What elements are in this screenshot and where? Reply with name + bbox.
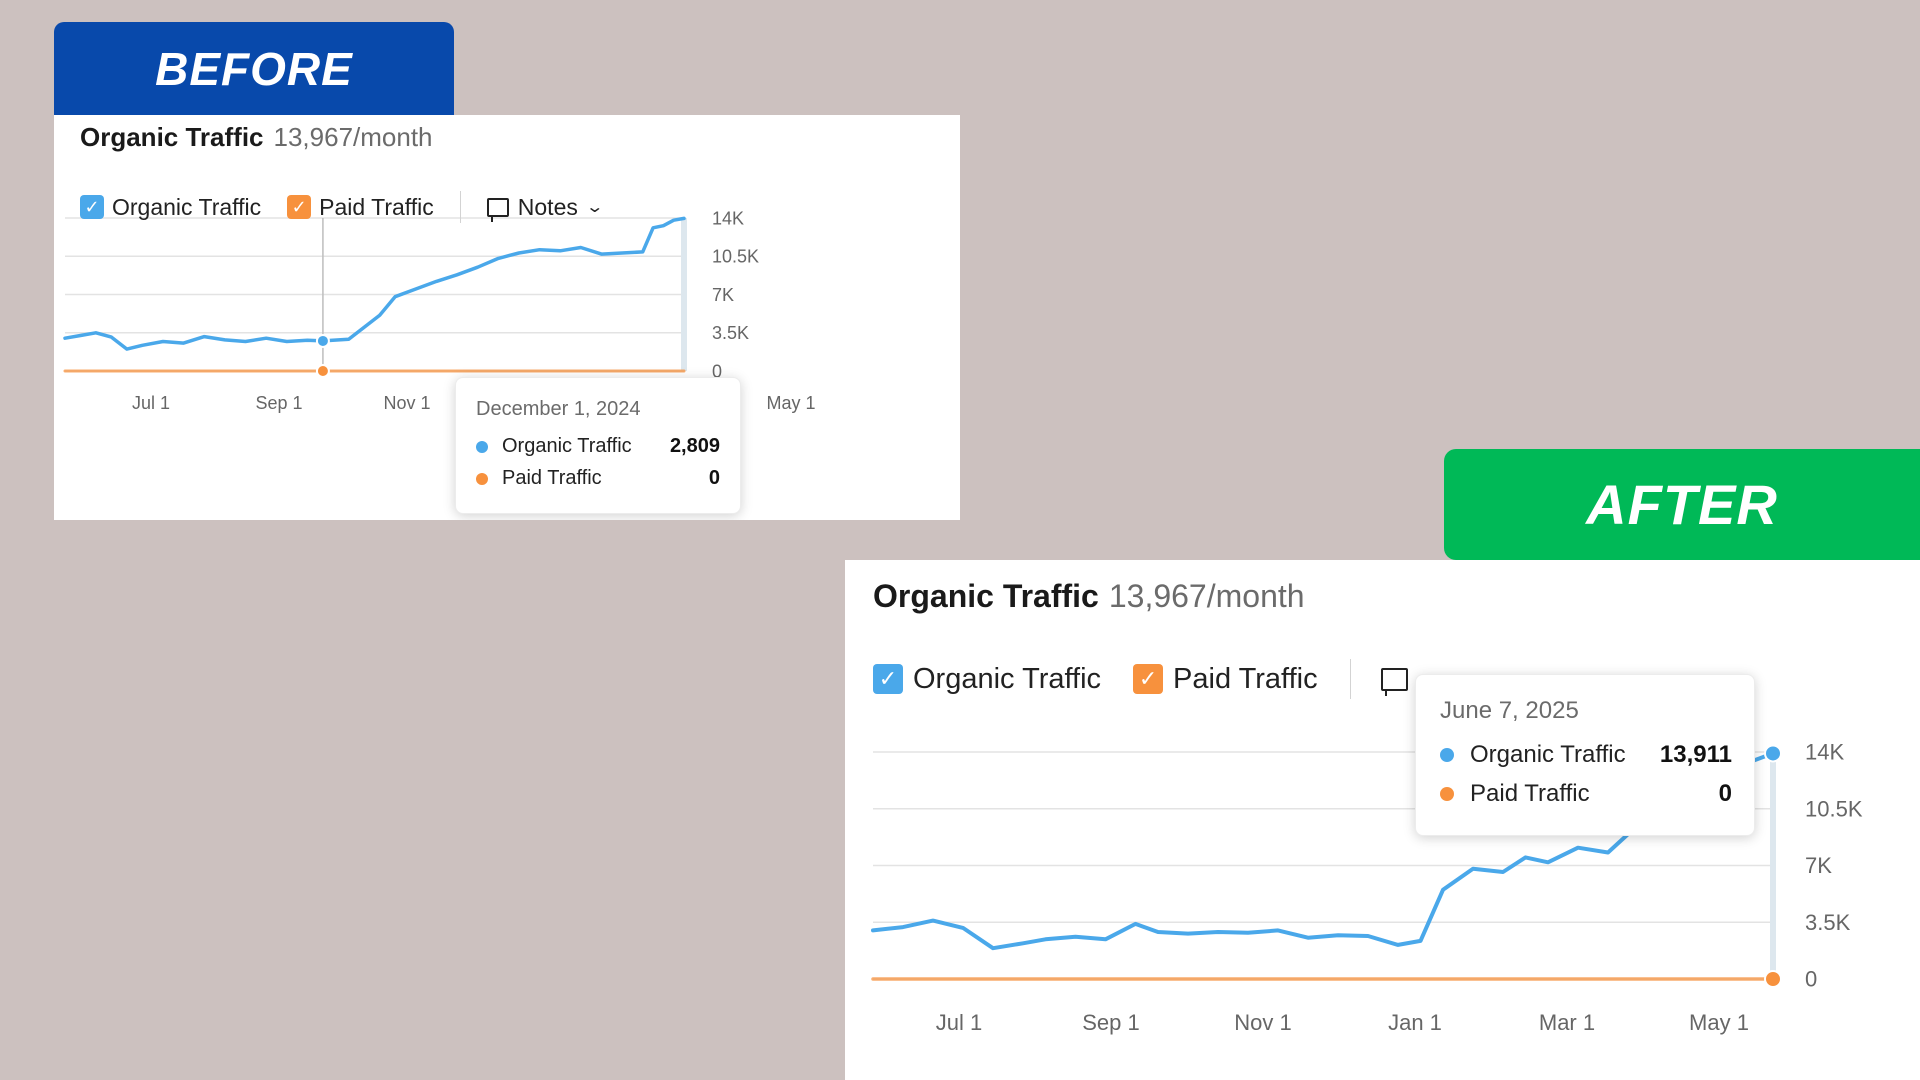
legend-paid[interactable]: ✓ Paid Traffic	[287, 194, 434, 221]
y-tick-label: 14K	[1805, 740, 1844, 765]
x-tick-label: Mar 1	[1539, 1010, 1595, 1035]
x-tick-label: Nov 1	[1234, 1010, 1291, 1035]
tooltip-organic-row: Organic Traffic 2,809	[476, 435, 720, 458]
organic-checkbox-icon[interactable]: ✓	[80, 195, 104, 219]
organic-dot-icon	[1440, 748, 1454, 762]
after-chart-svg: 14K 10.5K 7K 3.5K 0 Jul 1 Sep 1 Nov 1 Jan 1 Mar 1…	[871, 740, 1863, 1035]
x-tick-label: May 1	[1689, 1010, 1749, 1035]
x-tick-label: Nov 1	[383, 393, 430, 413]
legend-divider	[1349, 659, 1351, 699]
after-chart-panel: 14K 10.5K 7K 3.5K 0 Jul 1 Sep 1 Nov 1 Jan 1 Mar 1…	[845, 560, 1920, 1080]
tooltip-paid-row: Paid Traffic 0	[476, 467, 720, 490]
x-tick-label: Jul 1	[132, 393, 170, 413]
y-tick-label: 3.5K	[1805, 910, 1851, 935]
organic-traffic-line	[63, 216, 686, 351]
title-subtitle: 13,967/month	[273, 122, 433, 152]
chart-tooltip: June 7, 2025 Organic Traffic 13,911 Paid…	[1415, 674, 1755, 836]
notes-dropdown[interactable]	[1380, 667, 1419, 696]
legend-paid[interactable]: ✓ Paid Traffic	[1133, 663, 1318, 696]
paid-checkbox-icon[interactable]: ✓	[287, 195, 312, 219]
title-subtitle: 13,967/month	[1108, 578, 1305, 614]
paid-hover-point	[1764, 970, 1782, 988]
tooltip-organic-value: 2,809	[669, 435, 720, 457]
x-tick-label: Jan 1	[1388, 1010, 1442, 1035]
x-tick-label: Sep 1	[1082, 1010, 1140, 1035]
y-tick-label: 7K	[1805, 853, 1832, 878]
note-icon	[1380, 667, 1408, 696]
paid-hover-point	[315, 364, 330, 378]
tooltip-paid-row: Paid Traffic 0	[1440, 780, 1732, 808]
y-tick-label: 3.5K	[712, 323, 749, 343]
organic-hover-point	[1764, 744, 1782, 763]
after-badge: AFTER	[1444, 449, 1920, 560]
paid-dot-icon	[1440, 787, 1454, 801]
legend: ✓ Organic Traffic ✓ Paid Traffic	[873, 659, 1419, 699]
panel-title: Organic Traffic 13,967/month	[80, 122, 433, 153]
legend-paid-label: Paid Traffic	[319, 193, 434, 220]
legend-organic[interactable]: ✓ Organic Traffic	[80, 194, 261, 221]
before-badge: BEFORE	[54, 22, 454, 115]
paid-dot-icon	[476, 472, 488, 485]
title-main: Organic Traffic	[80, 122, 264, 152]
tooltip-paid-label: Paid Traffic	[502, 467, 602, 489]
legend-paid-label: Paid Traffic	[1173, 662, 1318, 695]
legend-divider	[459, 191, 461, 223]
x-tick-label: Jul 1	[936, 1010, 982, 1035]
legend-organic[interactable]: ✓ Organic Traffic	[873, 663, 1101, 696]
tooltip-paid-value: 0	[708, 467, 720, 489]
notes-label: Notes	[517, 193, 578, 220]
y-tick-label: 0	[1805, 967, 1817, 992]
tooltip-organic-label: Organic Traffic	[1470, 741, 1626, 768]
tooltip-organic-row: Organic Traffic 13,911	[1440, 741, 1732, 769]
tooltip-paid-value: 0	[1718, 780, 1732, 807]
legend: ✓ Organic Traffic ✓ Paid Traffic Notes ⌄	[80, 191, 604, 223]
organic-hover-point	[315, 333, 330, 348]
chevron-down-icon: ⌄	[585, 199, 604, 216]
y-tick-label: 10.5K	[712, 247, 759, 267]
organic-checkbox-icon[interactable]: ✓	[873, 664, 903, 694]
chart-tooltip: December 1, 2024 Organic Traffic 2,809 P…	[455, 377, 741, 514]
y-tick-label: 0	[712, 361, 722, 381]
tooltip-date: December 1, 2024	[476, 398, 641, 420]
current-period-band	[681, 218, 687, 371]
tooltip-date: June 7, 2025	[1440, 697, 1579, 724]
organic-dot-icon	[476, 440, 488, 453]
current-period-band	[1770, 752, 1776, 979]
x-tick-label: May 1	[766, 393, 815, 413]
x-tick-label: Sep 1	[255, 393, 302, 413]
y-tick-label: 10.5K	[1805, 796, 1863, 821]
tooltip-organic-value: 13,911	[1659, 741, 1732, 768]
y-tick-label: 7K	[712, 285, 734, 305]
title-main: Organic Traffic	[873, 578, 1099, 614]
legend-organic-label: Organic Traffic	[913, 662, 1102, 695]
y-tick-label: 14K	[712, 208, 744, 228]
paid-checkbox-icon[interactable]: ✓	[1133, 664, 1164, 694]
note-icon	[486, 197, 509, 222]
legend-organic-label: Organic Traffic	[112, 193, 262, 220]
notes-dropdown[interactable]: Notes ⌄	[486, 193, 604, 222]
tooltip-organic-label: Organic Traffic	[502, 435, 632, 457]
tooltip-paid-label: Paid Traffic	[1470, 780, 1590, 807]
panel-title: Organic Traffic 13,967/month	[873, 578, 1305, 615]
